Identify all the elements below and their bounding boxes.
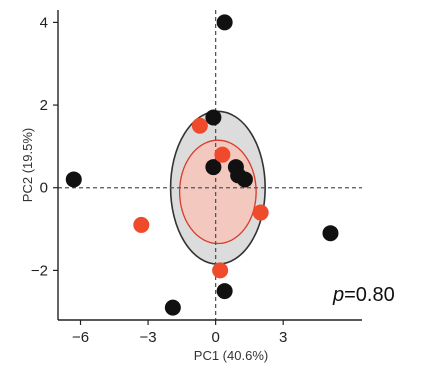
y-tick-label: −2 — [31, 262, 48, 279]
black-group-point — [216, 14, 233, 31]
x-tick-label: 0 — [211, 329, 219, 346]
red-group-point — [252, 204, 269, 221]
black-group-point — [205, 109, 222, 126]
y-tick-label: 0 — [40, 180, 48, 197]
black-group-point — [164, 299, 181, 316]
black-group-point — [236, 171, 253, 188]
black-group-point — [65, 171, 82, 188]
black-group-point — [322, 225, 339, 242]
black-group-point — [205, 159, 222, 176]
p-value: =0.80 — [344, 284, 395, 306]
y-tick-label: 2 — [40, 97, 48, 114]
data-points — [65, 14, 339, 316]
x-tick-label: 3 — [279, 329, 287, 346]
x-tick-label: −6 — [72, 329, 89, 346]
red-group-point — [214, 146, 231, 163]
axes: −6 −3 0 3 −2 0 2 4 — [31, 10, 362, 346]
red-group-point — [212, 262, 229, 279]
red-group-point — [191, 117, 208, 134]
x-tick-label: −3 — [140, 329, 157, 346]
red-group-point — [133, 216, 150, 233]
y-axis-title: PC2 (19.5%) — [20, 128, 35, 202]
y-tick-label: 4 — [40, 14, 48, 31]
x-axis-title: PC1 (40.6%) — [194, 348, 268, 363]
p-value-annotation: p=0.80 — [332, 284, 395, 306]
black-group-point — [216, 283, 233, 300]
p-symbol: p — [332, 284, 344, 306]
